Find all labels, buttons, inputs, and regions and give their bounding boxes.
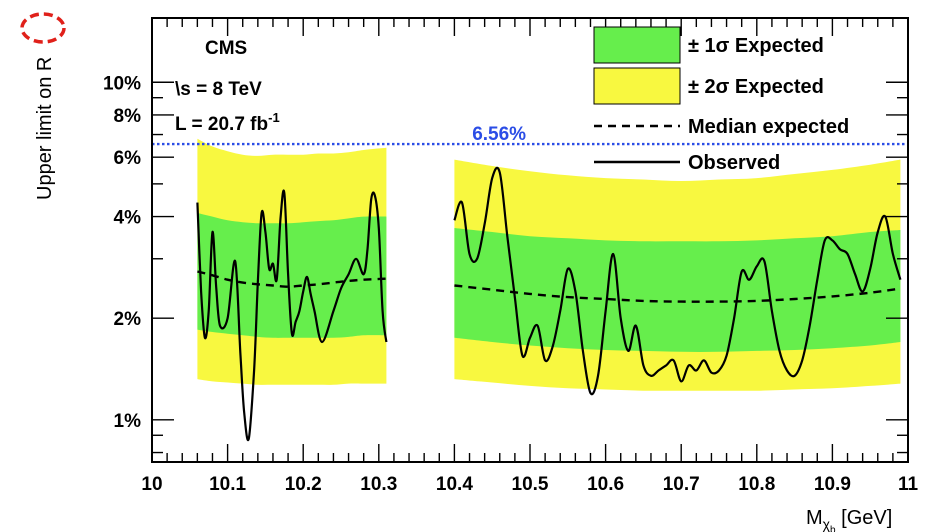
x-axis-label: Mχb [GeV] [806, 507, 892, 532]
x-axis-label-subsub: b [830, 525, 836, 532]
x-tick-label: 10.8 [738, 474, 775, 495]
y-tick-label: 8% [114, 106, 142, 127]
x-tick-label: 10.5 [512, 474, 549, 495]
x-tick-label: 10 [141, 474, 162, 495]
x-tick-label: 10.4 [436, 474, 473, 495]
x-axis-label-sub: χ [823, 516, 831, 532]
legend-label-4: Observed [688, 152, 780, 174]
one-sigma-band-1 [197, 213, 387, 338]
y-axis-label-text: Upper limit on [34, 71, 56, 200]
x-tick-label: 10.1 [209, 474, 246, 495]
legend-label-1: ± 1σ Expected [688, 35, 824, 57]
experiment-label: CMS [205, 38, 247, 59]
x-tick-label: 10.3 [360, 474, 397, 495]
expected-bands [197, 138, 901, 391]
observed-line-1 [196, 189, 388, 442]
y-axis-symbol: R [34, 57, 56, 71]
y-tick-label: 4% [114, 208, 142, 229]
x-tick-label: 10.6 [587, 474, 624, 495]
one-sigma-band-2 [454, 228, 901, 352]
y-tick-label: 2% [114, 309, 142, 330]
x-tick-label: 10.7 [663, 474, 700, 495]
reference-line-label: 6.56% [472, 124, 526, 145]
legend-swatch-2 [593, 67, 681, 105]
y-tick-label: 6% [114, 148, 142, 169]
x-axis-label-unit: [GeV] [836, 507, 893, 529]
luminosity-exponent: -1 [268, 110, 280, 125]
y-axis-label: Upper limit on R [34, 57, 56, 200]
x-tick-label: 11 [898, 474, 919, 495]
legend: ± 1σ Expected ± 2σ Expected Median expecte… [593, 26, 849, 174]
reference-line: 6.56% [152, 124, 908, 146]
y-axis-ticks: 1% 2% 4% 6% 8% 10% [103, 73, 908, 454]
y-tick-label: 1% [114, 411, 142, 432]
limit-curves [196, 166, 902, 442]
x-tick-label: 10.9 [814, 474, 851, 495]
median-expected-line-1 [197, 270, 387, 288]
luminosity-label: L = 20.7 fb-1 [175, 110, 280, 135]
legend-swatch-1 [593, 26, 681, 64]
median-expected-line-2 [454, 284, 901, 303]
x-axis-label-main: M [806, 507, 823, 529]
observed-line-2 [453, 166, 902, 396]
symbol-highlight-ring [20, 12, 66, 44]
x-axis-ticks: 10 10.1 10.2 10.3 10.4 10.5 10.6 10.7 10.8 10.9 11 [141, 18, 918, 495]
legend-label-2: ± 2σ Expected [688, 76, 824, 98]
legend-label-3: Median expected [688, 116, 849, 138]
luminosity-text: L = 20.7 fb [175, 114, 268, 135]
x-tick-label: 10.2 [285, 474, 322, 495]
y-tick-label: 10% [103, 73, 141, 94]
energy-label: \s = 8 TeV [175, 79, 262, 100]
